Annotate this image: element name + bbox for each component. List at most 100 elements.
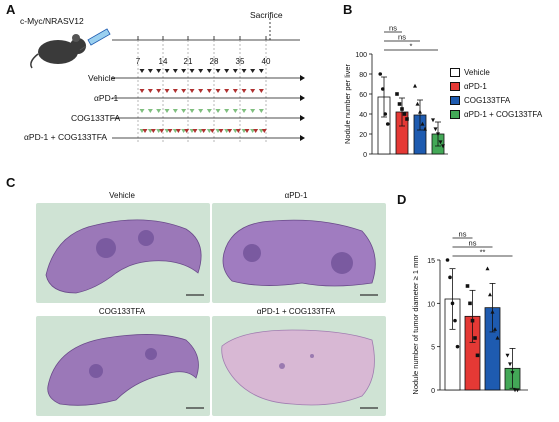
y-tick-label: 20 (359, 132, 367, 139)
y-tick-label: 0 (363, 152, 367, 159)
significance-label: ** (480, 248, 486, 257)
data-point (378, 72, 383, 76)
treatment-marker (241, 89, 247, 93)
tumor-nodule (138, 230, 154, 246)
y-tick-label: 60 (359, 92, 367, 99)
treatment-marker (147, 69, 153, 73)
treatment-marker (258, 109, 264, 113)
treatment-marker (189, 69, 195, 73)
treatment-marker (250, 69, 256, 73)
treatment-marker (215, 89, 221, 93)
legend-label: Vehicle (464, 68, 490, 77)
histo-title-apd1: αPD-1 (284, 191, 308, 200)
treatment-marker (235, 129, 241, 133)
treatment-marker (218, 129, 224, 133)
legend-swatch (450, 68, 460, 77)
data-point (490, 309, 495, 314)
treatment-marker (215, 109, 221, 113)
treatment-marker (159, 129, 165, 133)
treatment-marker (181, 69, 187, 73)
data-point (431, 118, 435, 123)
significance-label: ns (389, 24, 397, 33)
treatment-marker (172, 69, 178, 73)
treatment-marker (206, 89, 212, 93)
liver-section (47, 334, 199, 406)
data-point (420, 121, 425, 126)
treatment-marker (250, 89, 256, 93)
treatment-marker (244, 129, 250, 133)
treatment-marker (201, 129, 207, 133)
syringe-barrel (87, 28, 111, 46)
syringe-needle (79, 45, 87, 51)
legend-label: αPD-1 + COG133TFA (464, 110, 543, 119)
treatment-marker (181, 89, 187, 93)
treatment-marker (232, 89, 238, 93)
panel-b-letter: B (343, 2, 353, 17)
data-point (485, 266, 490, 271)
data-point (508, 362, 512, 367)
sacrifice-label: Sacrifice (250, 10, 283, 20)
treatment-marker (147, 89, 153, 93)
data-point (385, 122, 390, 126)
mouse-head (70, 38, 86, 54)
treatment-marker (142, 129, 148, 133)
data-point (418, 109, 422, 114)
chart-d: 0 5 10 15 Nodule number of tumor diameter ≥ … (411, 230, 528, 395)
mouse-ear (72, 34, 80, 42)
treatment-marker (209, 129, 215, 133)
treatment-marker (241, 109, 247, 113)
mouse-body (38, 40, 78, 64)
y-tick-label: 5 (431, 345, 435, 352)
histology-cog (36, 316, 210, 416)
data-point (448, 275, 452, 280)
y-axis-label: Nodule number per liver (343, 63, 352, 144)
data-point (413, 83, 417, 88)
data-point (397, 102, 402, 106)
data-point (505, 353, 510, 358)
legend-item-combo: αPD-1 + COG133TFA (450, 110, 542, 119)
panel-c-letter: C (6, 175, 16, 190)
data-point (513, 388, 517, 393)
histo-title-vehicle: Vehicle (109, 191, 135, 200)
treatment-marker (232, 109, 238, 113)
tumor-nodule (89, 364, 103, 378)
data-point (423, 126, 427, 131)
group-arrow (300, 95, 305, 101)
group-label-vehicle: Vehicle (88, 73, 116, 83)
panel-d-letter: D (397, 192, 407, 207)
treatment-marker (250, 109, 256, 113)
data-point (465, 284, 470, 288)
tumor-nodule (145, 348, 157, 360)
y-axis-label: Nodule number of tumor diameter ≥ 1 mm (411, 255, 420, 394)
treatment-timeline: 71421283540 (112, 18, 305, 142)
data-point (415, 101, 420, 106)
significance-label: * (410, 42, 413, 51)
significance-label: ns (459, 230, 467, 239)
tumor-nodule (331, 252, 353, 274)
treatment-marker (189, 109, 195, 113)
legend-label: COG133TFA (464, 96, 511, 105)
data-point (470, 318, 475, 323)
tumor-nodule (279, 363, 285, 369)
treatment-marker (206, 109, 212, 113)
y-tick-label: 0 (431, 388, 435, 395)
data-point (450, 301, 455, 306)
histology-vehicle (36, 203, 210, 303)
histology-combo (212, 316, 386, 416)
group-label-cog: COG133TFA (71, 113, 121, 123)
data-point (380, 87, 385, 91)
tumor-nodule (243, 244, 261, 262)
mouse-illustration (30, 28, 111, 69)
treatment-marker (206, 69, 212, 73)
data-point (405, 117, 409, 121)
treatment-marker (198, 69, 204, 73)
group-arrow (300, 115, 305, 121)
treatment-marker (192, 129, 198, 133)
data-point (475, 353, 480, 358)
data-point (402, 112, 407, 116)
data-point (400, 107, 404, 111)
liver-section (221, 329, 375, 406)
significance-label: ns (398, 33, 406, 42)
data-point (468, 301, 472, 306)
